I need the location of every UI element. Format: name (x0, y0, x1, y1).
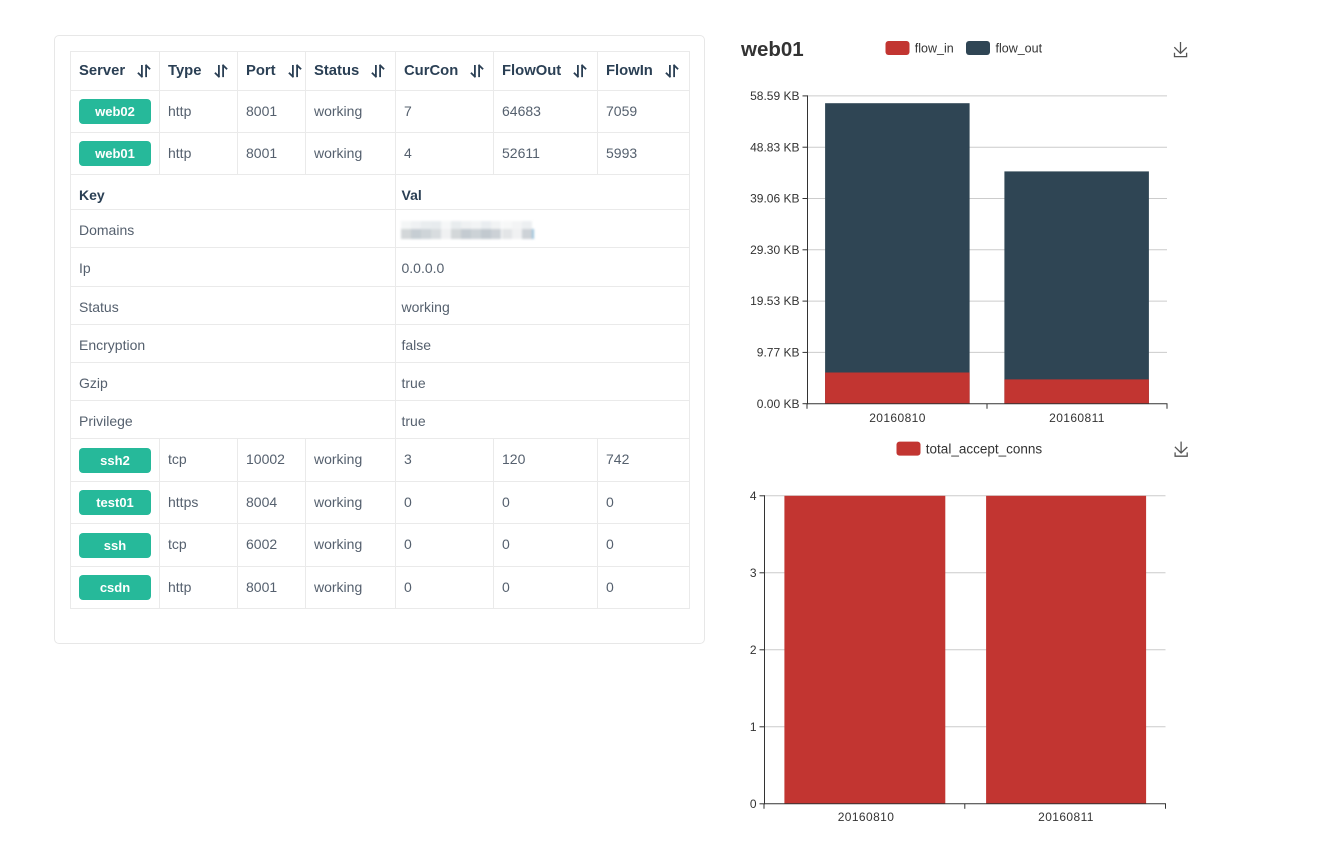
svg-text:20160811: 20160811 (1049, 411, 1105, 425)
svg-text:29.30 KB: 29.30 KB (750, 243, 799, 257)
svg-text:web01: web01 (740, 38, 804, 61)
svg-text:58.59 KB: 58.59 KB (750, 89, 799, 103)
svg-text:48.83 KB: 48.83 KB (750, 140, 799, 154)
svg-text:1: 1 (750, 720, 757, 734)
svg-text:20160810: 20160810 (869, 411, 926, 425)
svg-text:total_accept_conns: total_accept_conns (926, 441, 1043, 456)
svg-text:0.00 KB: 0.00 KB (757, 397, 800, 411)
svg-text:flow_in: flow_in (915, 42, 954, 56)
svg-text:9.77 KB: 9.77 KB (757, 346, 800, 360)
svg-text:2: 2 (750, 643, 757, 657)
svg-text:19.53 KB: 19.53 KB (750, 294, 799, 308)
svg-text:flow_out: flow_out (996, 42, 1043, 56)
svg-text:3: 3 (750, 566, 757, 580)
svg-text:20160810: 20160810 (838, 810, 895, 824)
svg-text:0: 0 (750, 797, 757, 811)
svg-text:20160811: 20160811 (1038, 810, 1094, 824)
svg-text:39.06 KB: 39.06 KB (750, 192, 799, 206)
svg-text:4: 4 (750, 489, 757, 503)
